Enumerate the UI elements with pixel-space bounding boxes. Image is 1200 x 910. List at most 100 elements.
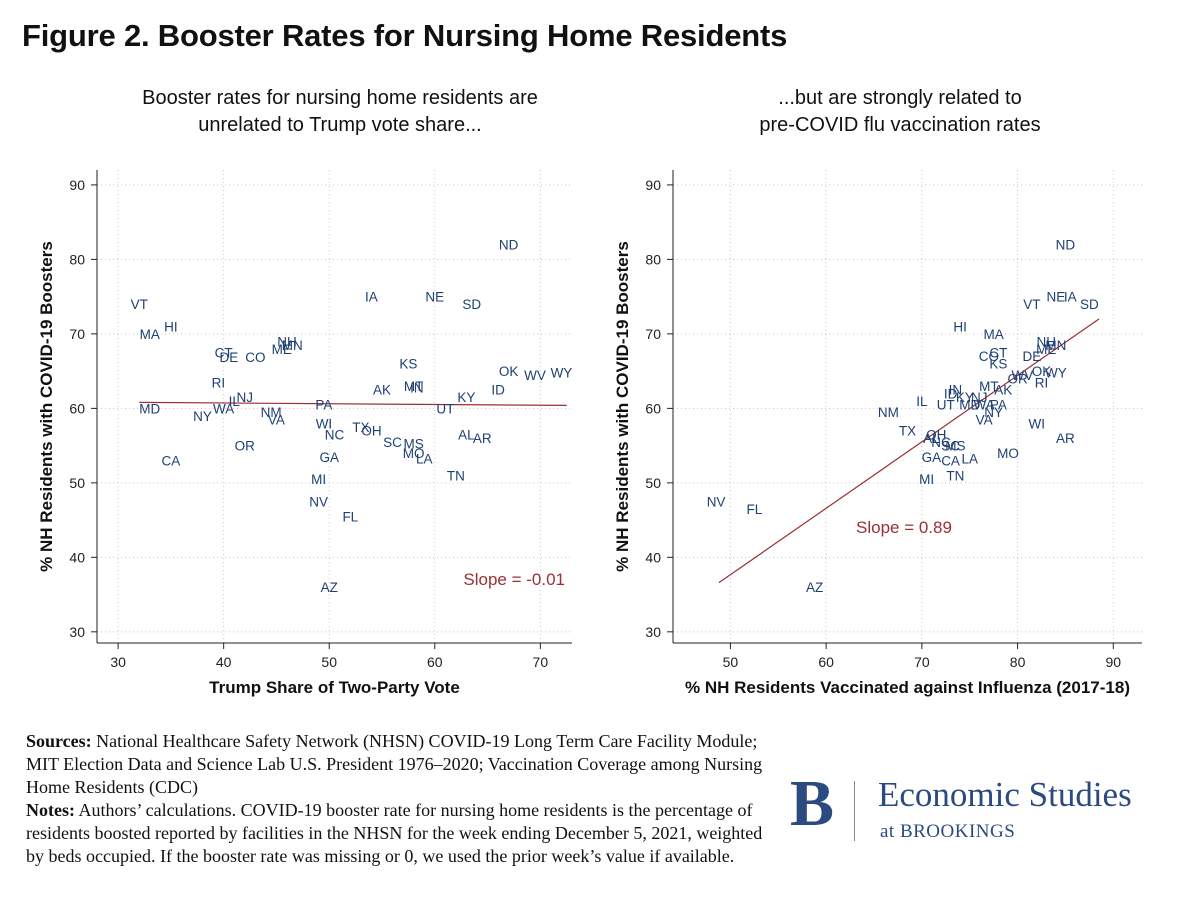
y-tick-label: 50 bbox=[645, 475, 661, 491]
point-label-in: IN bbox=[949, 383, 963, 398]
x-axis-title: % NH Residents Vaccinated against Influe… bbox=[685, 678, 1130, 697]
point-label-ut: UT bbox=[436, 401, 454, 416]
point-label-ar: AR bbox=[473, 431, 492, 446]
right-subtitle-line-2: pre-COVID flu vaccination rates bbox=[759, 114, 1041, 136]
y-tick-label: 60 bbox=[645, 400, 661, 416]
y-tick-label: 40 bbox=[645, 549, 661, 565]
point-label-ks: KS bbox=[399, 357, 417, 372]
point-label-me: ME bbox=[272, 342, 292, 357]
y-tick-label: 60 bbox=[69, 400, 85, 416]
point-label-pa: PA bbox=[990, 398, 1007, 413]
point-label-ut: UT bbox=[937, 398, 955, 413]
right-chart-subtitle: ...but are strongly related to pre-COVID… bbox=[640, 85, 1160, 139]
point-label-sd: SD bbox=[1080, 297, 1099, 312]
point-label-ok: OK bbox=[1032, 364, 1052, 379]
y-tick-label: 70 bbox=[69, 326, 85, 342]
point-label-wi: WI bbox=[1028, 416, 1045, 431]
point-label-mi: MI bbox=[919, 472, 934, 487]
point-label-ky: KY bbox=[956, 390, 974, 405]
point-label-ne: NE bbox=[425, 290, 444, 305]
point-label-ok: OK bbox=[499, 364, 519, 379]
point-label-ny: NY bbox=[984, 405, 1003, 420]
point-label-la: LA bbox=[416, 451, 433, 466]
point-label-oh: OH bbox=[926, 427, 946, 442]
point-label-md: MD bbox=[139, 401, 160, 416]
sources-text: National Healthcare Safety Network (NHSN… bbox=[26, 731, 763, 797]
sources-notes: Sources: National Healthcare Safety Netw… bbox=[26, 730, 766, 868]
point-label-ia: IA bbox=[1064, 290, 1077, 305]
point-label-nc: NC bbox=[931, 435, 951, 450]
y-tick-label: 30 bbox=[645, 624, 661, 640]
brand-subtitle: at BROOKINGS bbox=[880, 821, 1016, 842]
x-axis-title: Trump Share of Two-Party Vote bbox=[209, 678, 460, 697]
y-tick-label: 80 bbox=[645, 251, 661, 267]
point-label-sd: SD bbox=[462, 297, 481, 312]
point-label-al: AL bbox=[458, 427, 475, 442]
point-label-mo: MO bbox=[403, 446, 425, 461]
point-label-vt: VT bbox=[131, 297, 148, 312]
point-label-tn: TN bbox=[946, 468, 964, 483]
point-label-wv: WV bbox=[524, 368, 546, 383]
point-label-wa: WA bbox=[973, 398, 994, 413]
point-label-vt: VT bbox=[1023, 297, 1040, 312]
point-label-tx: TX bbox=[899, 424, 916, 439]
sources-paragraph: Sources: National Healthcare Safety Netw… bbox=[26, 730, 766, 799]
point-label-nm: NM bbox=[878, 405, 899, 420]
point-label-wy: WY bbox=[551, 366, 573, 381]
notes-text: Authors’ calculations. COVID-19 booster … bbox=[26, 800, 763, 866]
point-label-mt: MT bbox=[404, 379, 424, 394]
y-axis-title: % NH Residents with COVID-19 Boosters bbox=[613, 241, 632, 572]
x-tick-label: 90 bbox=[1105, 654, 1121, 670]
point-label-co: CO bbox=[245, 350, 265, 365]
point-label-nd: ND bbox=[499, 237, 519, 252]
point-label-sc: SC bbox=[941, 439, 960, 454]
point-label-wi: WI bbox=[316, 416, 333, 431]
point-label-ma: MA bbox=[140, 327, 160, 342]
point-label-az: AZ bbox=[321, 580, 338, 595]
point-label-la: LA bbox=[961, 451, 978, 466]
slope-label: Slope = -0.01 bbox=[463, 570, 565, 589]
point-label-mn: MN bbox=[282, 338, 303, 353]
right-subtitle-line-1: ...but are strongly related to bbox=[778, 87, 1022, 109]
x-tick-label: 50 bbox=[321, 654, 337, 670]
point-label-ar: AR bbox=[1056, 431, 1075, 446]
point-label-wa: WA bbox=[213, 401, 234, 416]
point-label-wv: WV bbox=[1011, 368, 1033, 383]
point-label-id: ID bbox=[491, 383, 505, 398]
point-label-nj: NJ bbox=[237, 390, 254, 405]
point-label-nh: NH bbox=[277, 334, 297, 349]
chart-2: 30 40 50 60 70 80 90 50 60 70 80 90 % NH Residents V… bbox=[613, 170, 1142, 697]
left-subtitle-line-2: unrelated to Trump vote share... bbox=[198, 114, 482, 136]
point-label-wy: WY bbox=[1045, 366, 1067, 381]
y-tick-label: 70 bbox=[645, 326, 661, 342]
point-label-ak: AK bbox=[994, 383, 1012, 398]
point-label-ks: KS bbox=[989, 357, 1007, 372]
slope-label: Slope = 0.89 bbox=[856, 518, 952, 537]
point-label-mi: MI bbox=[311, 472, 326, 487]
point-label-nc: NC bbox=[325, 427, 345, 442]
point-label-nd: ND bbox=[1056, 237, 1076, 252]
point-label-hi: HI bbox=[164, 319, 178, 334]
brookings-logo: B Economic Studies at BROOKINGS bbox=[790, 769, 1190, 845]
point-label-ky: KY bbox=[457, 390, 475, 405]
fit-line bbox=[139, 401, 567, 406]
point-label-or: OR bbox=[1007, 372, 1028, 387]
point-label-or: OR bbox=[235, 439, 256, 454]
point-label-nv: NV bbox=[309, 494, 328, 509]
y-tick-label: 90 bbox=[69, 177, 85, 193]
chart-1: 30 40 50 60 70 80 90 30 40 50 60 70 Trump Share of T… bbox=[37, 170, 572, 697]
point-label-il: IL bbox=[229, 394, 241, 409]
point-label-va: VA bbox=[268, 413, 285, 428]
point-label-ga: GA bbox=[922, 450, 942, 465]
point-label-de: DE bbox=[1023, 349, 1042, 364]
x-tick-label: 30 bbox=[110, 654, 126, 670]
point-label-nv: NV bbox=[707, 494, 726, 509]
point-label-ga: GA bbox=[319, 450, 339, 465]
fit-line bbox=[718, 318, 1100, 584]
point-label-ne: NE bbox=[1046, 290, 1065, 305]
notes-paragraph: Notes: Authors’ calculations. COVID-19 b… bbox=[26, 799, 766, 868]
point-label-in: IN bbox=[410, 381, 424, 396]
point-label-mo: MO bbox=[997, 446, 1019, 461]
x-tick-label: 60 bbox=[427, 654, 443, 670]
